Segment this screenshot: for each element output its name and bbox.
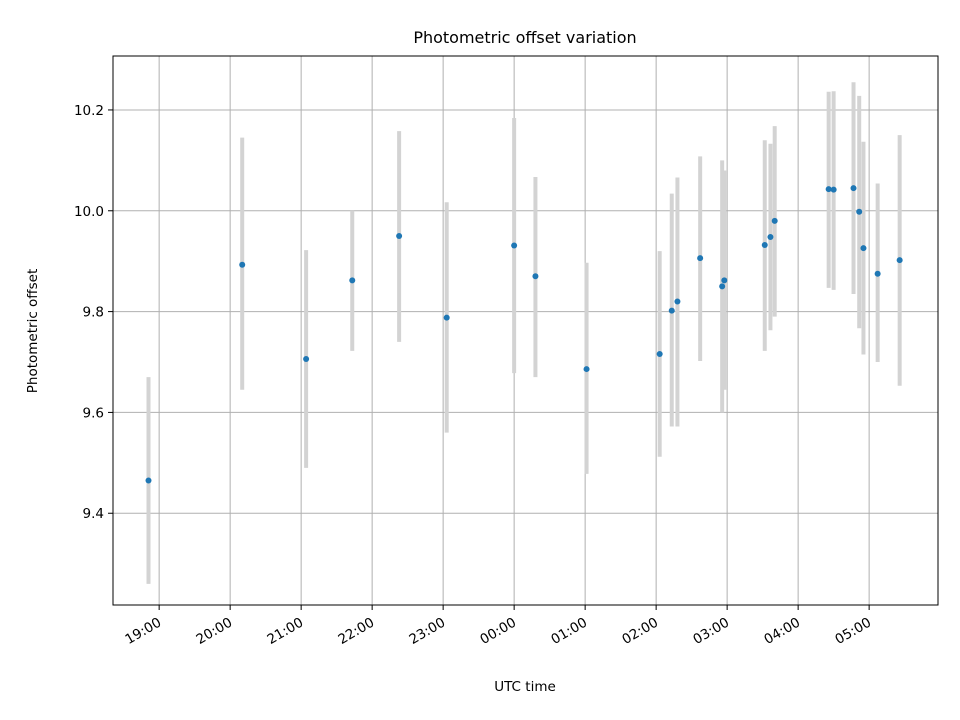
y-axis-label: Photometric offset (25, 269, 41, 393)
plot-frame (112, 55, 939, 606)
data-point (674, 298, 681, 305)
data-point (239, 261, 246, 268)
x-axis: 19:00 20:00 21:00 22:00 23:00 00:00 01:00 02:00… (122, 605, 874, 648)
x-tick-label: 21:00 (264, 615, 306, 648)
data-point (830, 186, 837, 193)
data-point (697, 255, 704, 262)
x-tick-label: 20:00 (193, 615, 235, 648)
y-tick-label: 9.4 (83, 506, 104, 522)
data-point (771, 217, 778, 224)
x-tick-label: 00:00 (477, 615, 519, 648)
data-point (145, 477, 152, 484)
y-tick-label: 10.2 (74, 103, 104, 119)
data-point (767, 233, 774, 240)
data-point (874, 270, 881, 277)
grid-layer (113, 56, 938, 605)
data-point (896, 257, 903, 264)
x-axis-label: UTC time (494, 679, 556, 695)
data-point (719, 283, 726, 290)
data-point (721, 277, 728, 284)
data-point (668, 307, 675, 314)
y-axis: 9.4 9.6 9.8 10.0 10.2 (74, 103, 113, 522)
data-point (349, 277, 356, 284)
x-tick-label: 19:00 (122, 615, 164, 648)
x-tick-label: 01:00 (548, 615, 590, 648)
data-point (511, 242, 518, 249)
data-point (532, 273, 539, 280)
x-tick-label: 02:00 (619, 615, 661, 648)
data-point (303, 355, 310, 362)
errorbar-layer (146, 82, 902, 584)
chart-title: Photometric offset variation (413, 28, 636, 47)
x-tick-label: 23:00 (406, 615, 448, 648)
x-tick-label: 03:00 (690, 615, 732, 648)
data-point (860, 245, 867, 252)
x-tick-label: 04:00 (761, 615, 803, 648)
data-point (583, 366, 590, 373)
data-point (443, 314, 450, 321)
data-point (396, 232, 403, 239)
y-tick-label: 10.0 (74, 204, 104, 220)
y-tick-label: 9.8 (83, 305, 104, 321)
y-tick-label: 9.6 (83, 405, 104, 421)
x-tick-label: 05:00 (832, 615, 874, 648)
data-point (856, 208, 863, 215)
data-point (825, 186, 832, 193)
data-point (850, 185, 857, 192)
point-layer (145, 185, 903, 484)
data-point (761, 242, 768, 249)
data-point (656, 350, 663, 357)
x-tick-label: 22:00 (335, 615, 377, 648)
